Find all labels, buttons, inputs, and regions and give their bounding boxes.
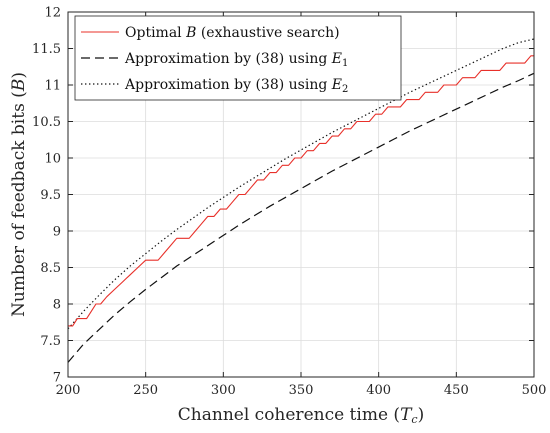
legend-approx-e1-subscript: 1 [342,58,348,69]
x-axis-title: Channel coherence time (Tc) [178,405,424,426]
x-tick-label: 350 [289,383,314,398]
x-axis-title-subscript: c [411,413,417,426]
legend-approx-e2-symbol: E [331,77,342,93]
y-axis-title-paren-open: ( [9,91,29,98]
legend-approx-e1-symbol: E [331,51,342,67]
y-tick-label: 8.5 [40,261,61,276]
y-tick-label: 11.5 [32,42,61,57]
y-tick-label: 7 [53,371,61,386]
x-axis-title-paren-open: ( [393,405,400,425]
y-tick-labels: 7 7.5 8 8.5 9 9.5 10 10.5 11 11.5 12 [32,6,61,386]
x-tick-label: 450 [444,383,469,398]
x-axis-title-symbol: T [400,405,413,425]
legend-approx-e1-prefix: Approximation by (38) using [124,51,332,67]
legend-optimal-symbol: B [185,25,196,41]
legend-entry-optimal: Optimal B (exhaustive search) [125,25,340,41]
legend-optimal-suffix: (exhaustive search) [196,25,339,41]
x-tick-label: 400 [366,383,391,398]
x-tick-label: 300 [211,383,236,398]
x-tick-label: 250 [133,383,158,398]
x-tick-label: 500 [522,383,547,398]
series-line-optimal [68,55,534,327]
y-tick-label: 10.5 [32,115,61,130]
series-line-approx-e2 [67,38,535,330]
series-layer [67,38,535,363]
y-tick-label: 7.5 [40,334,61,349]
y-axis-title-symbol: B [9,79,29,93]
legend-entry-approx-e1: Approximation by (38) using E1 [124,51,348,69]
y-tick-label: 12 [44,6,61,21]
legend-entry-approx-e2: Approximation by (38) using E2 [124,77,348,95]
y-axis-title: Number of feedback bits (B) [9,72,29,317]
x-tick-labels: 200 250 300 350 400 450 500 [56,383,547,398]
legend-box [74,15,402,101]
y-tick-label: 8 [53,298,61,313]
y-axis-title-text: Number of feedback bits [9,98,29,317]
y-tick-label: 9.5 [40,188,61,203]
y-tick-label: 11 [44,79,61,94]
x-axis-title-text: Channel coherence time [178,405,394,425]
y-tick-label: 9 [53,225,61,240]
x-axis-title-paren-close: ) [418,405,425,425]
x-tick-label: 200 [56,383,81,398]
legend-optimal-prefix: Optimal [125,25,186,41]
y-tick-label: 10 [44,152,61,167]
legend-approx-e2-subscript: 2 [342,84,348,95]
axis-ticks [67,11,535,378]
series-line-approx-e1 [67,72,535,363]
y-axis-title-paren-close: ) [9,72,29,79]
legend: Optimal B (exhaustive search) Approximat… [74,15,402,101]
legend-approx-e2-prefix: Approximation by (38) using [124,77,332,93]
